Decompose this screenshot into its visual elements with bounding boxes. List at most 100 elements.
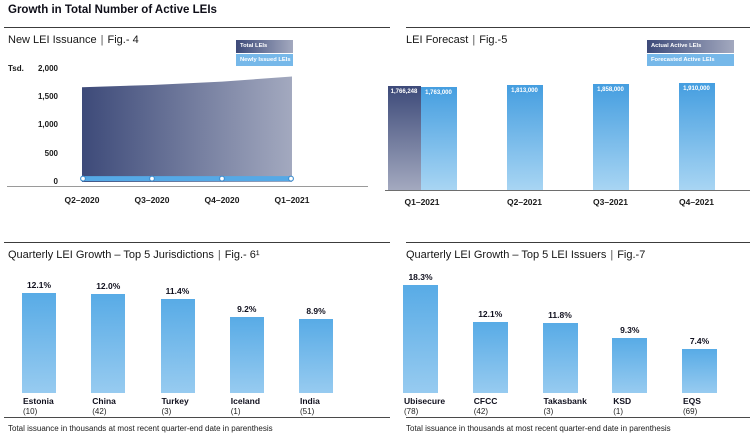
growth-bar <box>403 285 438 393</box>
fig5-legend: Actual Active LEIs Forecasted Active LEIs <box>647 40 734 66</box>
category-count-label: (78) <box>404 407 419 416</box>
category-count-label: (10) <box>23 407 38 416</box>
title-separator: | <box>100 34 104 46</box>
category-label: China <box>92 396 116 406</box>
forecast-bar: 1,763,000 <box>420 86 457 190</box>
section-divider <box>4 27 390 28</box>
forecast-bar: 1,910,000 <box>678 83 715 190</box>
title-separator: | <box>610 249 614 261</box>
forecast-bar: 1,813,000 <box>506 85 543 190</box>
fig4-title: New LEI Issuance <box>8 34 97 46</box>
category-label: CFCC <box>473 396 498 406</box>
fig6-title: Quarterly LEI Growth – Top 5 Jurisdictio… <box>8 249 214 261</box>
bar-percentage-label: 9.3% <box>620 325 640 336</box>
category-count-label: (3) <box>161 407 172 416</box>
bar-percentage-label: 7.4% <box>689 336 710 347</box>
legend-item: Total LEIs <box>236 40 293 53</box>
category-label: EQS <box>683 396 701 406</box>
title-separator: | <box>217 249 221 261</box>
y-axis-tick: 1,000 <box>37 120 58 130</box>
category-count-label: (3) <box>543 407 554 416</box>
section-bottom-rule <box>4 417 390 418</box>
fig4-unit-label: Tsd. <box>8 64 24 73</box>
x-axis-label: Q1–2021 <box>274 195 310 205</box>
bar-value-label: 1,910,000 <box>683 86 710 92</box>
bar-percentage-label: 12.1% <box>26 280 52 291</box>
fig5-title: LEI Forecast <box>406 34 469 46</box>
fig7-number: Fig.-7 <box>617 249 646 261</box>
fig4-number: Fig.- 4 <box>107 34 139 46</box>
bar-percentage-label: 18.3% <box>408 272 433 283</box>
page-title: Growth in Total Number of Active LEIs <box>8 4 217 16</box>
fig7-title: Quarterly LEI Growth – Top 5 LEI Issuers <box>406 249 607 261</box>
category-count-label: (1) <box>613 407 624 416</box>
forecast-bar: 1,858,000 <box>592 84 629 190</box>
bar-value-label: 1,858,000 <box>597 87 624 94</box>
actual-bar: 1,766,248 <box>387 86 421 190</box>
growth-bar <box>299 319 333 393</box>
bar-value-label: 1,813,000 <box>511 88 538 95</box>
category-label: Iceland <box>230 396 261 406</box>
data-point-marker <box>288 175 294 182</box>
category-count-label: (42) <box>92 407 107 416</box>
bar-percentage-label: 12.1% <box>478 308 503 319</box>
bar-value-label: 1,766,248 <box>390 89 418 96</box>
category-label: India <box>300 396 320 406</box>
section-divider <box>406 242 750 243</box>
legend-item: Newly Issued LEIs <box>236 53 293 66</box>
growth-bar <box>682 349 717 393</box>
x-axis-label: Q1–2021 <box>404 197 440 207</box>
growth-bar <box>612 338 648 393</box>
x-axis-label: Q4–2020 <box>204 195 240 205</box>
title-separator: | <box>472 34 476 46</box>
fig5-number: Fig.-5 <box>479 34 508 46</box>
fig4-x-axis-line <box>7 186 368 187</box>
category-label: KSD <box>613 396 632 406</box>
growth-bar <box>542 323 578 393</box>
y-axis-tick: 2,000 <box>37 64 58 73</box>
category-label: Estonia <box>23 396 54 406</box>
growth-bar <box>22 293 56 393</box>
fig4-area-svg <box>80 76 294 182</box>
x-axis-label: Q2–2021 <box>507 197 542 207</box>
x-axis-label: Q3–2021 <box>593 197 628 207</box>
x-axis-label: Q3–2020 <box>134 195 170 205</box>
category-label: Ubisecure <box>404 396 446 406</box>
section-bottom-rule <box>406 417 750 418</box>
data-point-marker <box>149 175 155 182</box>
growth-bar <box>160 298 195 393</box>
fig7-section-title: Quarterly LEI Growth – Top 5 LEI Issuers… <box>406 249 645 261</box>
bar-percentage-label: 9.2% <box>237 304 257 314</box>
y-axis-tick: 1,500 <box>37 92 58 102</box>
bar-percentage-label: 11.4% <box>165 285 190 296</box>
fig6-number: Fig.- 6¹ <box>224 249 260 261</box>
category-count-label: (42) <box>473 407 488 416</box>
fig7-footnote: Total issuance in thousands at most rece… <box>406 424 671 433</box>
growth-bar <box>472 321 508 393</box>
category-count-label: (1) <box>230 407 241 416</box>
bar-value-label: 1,763,000 <box>425 89 452 96</box>
fig6-section-title: Quarterly LEI Growth – Top 5 Jurisdictio… <box>8 249 260 261</box>
section-divider <box>4 242 390 243</box>
fig4-section-title: New LEI Issuance | Fig.- 4 <box>8 34 139 46</box>
legend-item: Forecasted Active LEIs <box>647 53 734 66</box>
fig5-section-title: LEI Forecast | Fig.-5 <box>406 34 507 46</box>
fig4-legend: Total LEIs Newly Issued LEIs <box>236 40 293 66</box>
category-count-label: (69) <box>683 407 698 416</box>
bar-percentage-label: 11.8% <box>548 310 572 321</box>
growth-bar <box>91 293 126 393</box>
x-axis-label: Q4–2021 <box>679 197 714 207</box>
category-label: Turkey <box>161 396 189 406</box>
section-divider <box>406 27 750 28</box>
bar-percentage-label: 12.0% <box>96 280 121 291</box>
category-label: Takasbank <box>543 396 587 406</box>
y-axis-tick: 0 <box>53 176 58 186</box>
legend-item: Actual Active LEIs <box>647 40 734 53</box>
data-point-marker <box>219 175 225 182</box>
growth-bar <box>229 317 264 393</box>
category-count-label: (51) <box>300 407 315 416</box>
y-axis-tick: 500 <box>44 148 58 158</box>
fig5-x-axis-line <box>385 190 750 191</box>
total-leis-area <box>82 76 292 182</box>
